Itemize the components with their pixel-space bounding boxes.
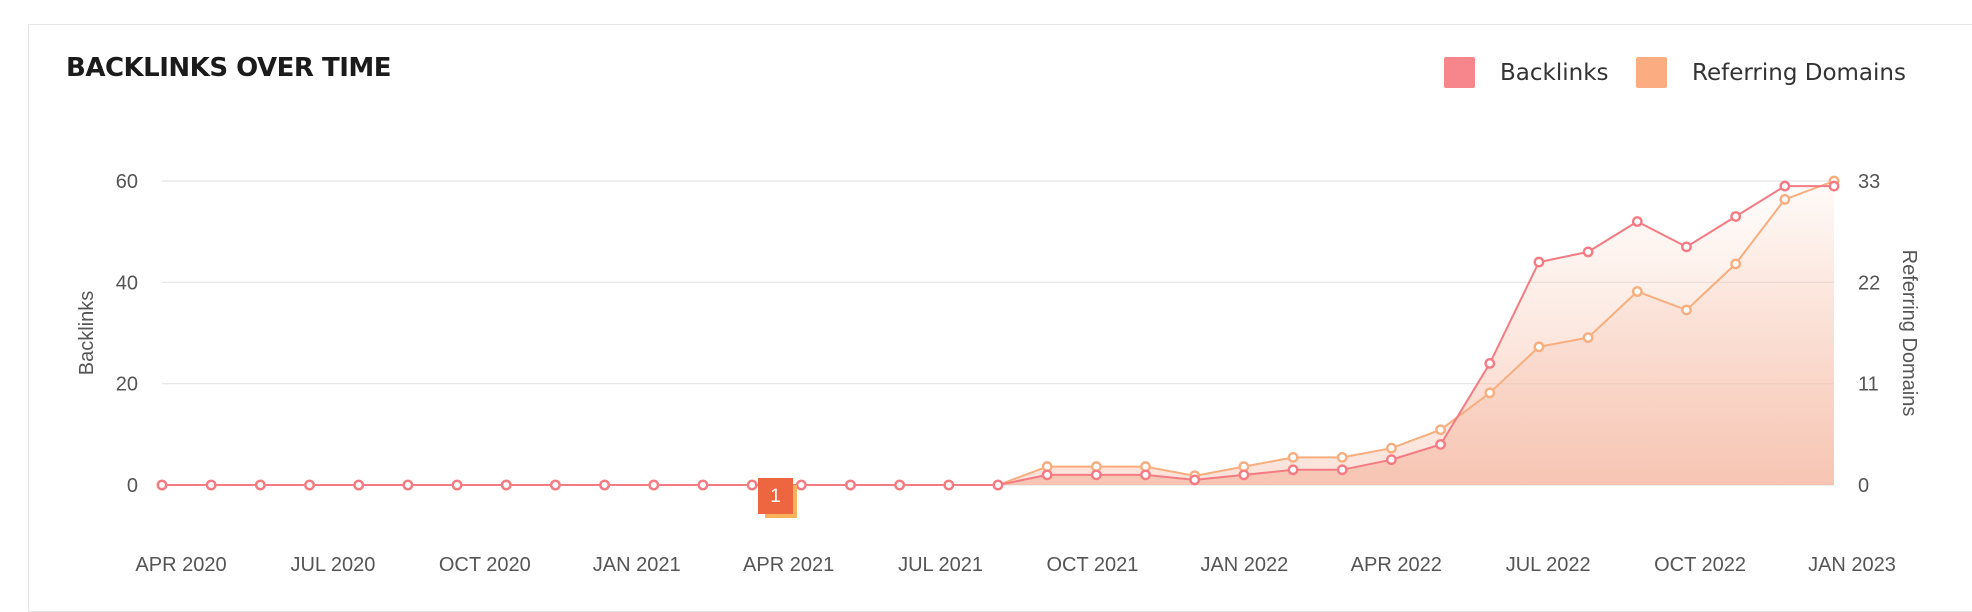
data-point[interactable] — [697, 479, 709, 491]
data-point[interactable] — [1386, 454, 1397, 466]
data-point[interactable] — [1435, 424, 1446, 436]
x-tick-label: JAN 2022 — [1200, 554, 1288, 576]
data-point[interactable] — [1140, 469, 1151, 481]
x-tick-label: OCT 2020 — [439, 554, 531, 576]
data-point[interactable] — [1681, 304, 1692, 316]
data-point[interactable] — [1386, 442, 1397, 454]
data-point[interactable] — [1238, 469, 1250, 481]
x-tick-label: OCT 2021 — [1047, 554, 1139, 576]
data-point[interactable] — [1189, 474, 1201, 486]
data-point[interactable] — [304, 479, 315, 491]
data-point[interactable] — [1041, 469, 1053, 481]
data-point[interactable] — [943, 479, 955, 491]
data-point[interactable] — [1828, 180, 1840, 192]
legend-item-referring-domains[interactable]: Referring Domains — [1636, 57, 1906, 88]
data-point[interactable] — [353, 479, 365, 491]
data-point[interactable] — [1435, 439, 1446, 450]
data-point[interactable] — [451, 479, 463, 491]
data-point[interactable] — [1533, 256, 1545, 268]
data-point[interactable] — [1287, 451, 1299, 463]
data-point[interactable] — [1582, 246, 1594, 258]
data-point[interactable] — [648, 479, 660, 491]
data-point[interactable] — [1631, 216, 1643, 227]
data-point[interactable] — [746, 479, 758, 491]
data-point[interactable] — [1779, 180, 1791, 192]
data-point[interactable] — [254, 479, 266, 491]
data-point[interactable] — [1533, 341, 1545, 353]
series-area — [162, 186, 1834, 485]
y-left-tick-label: 40 — [116, 272, 138, 294]
legend-label: Backlinks — [1500, 59, 1609, 86]
data-point[interactable] — [1779, 194, 1791, 205]
x-tick-label: OCT 2022 — [1654, 554, 1746, 576]
data-point[interactable] — [1090, 469, 1102, 481]
data-point[interactable] — [1287, 464, 1299, 476]
annotation-marker[interactable] — [758, 478, 793, 514]
legend-label: Referring Domains — [1692, 59, 1906, 86]
x-tick-label: APR 2021 — [743, 554, 834, 576]
y-right-tick-label: 22 — [1858, 272, 1880, 294]
data-point[interactable] — [1582, 332, 1594, 344]
backlinks-swatch — [1444, 57, 1475, 88]
y-left-tick-label: 20 — [116, 374, 138, 396]
x-tick-label: JUL 2021 — [898, 554, 983, 576]
data-point[interactable] — [1681, 241, 1692, 253]
x-tick-label: APR 2020 — [135, 554, 226, 576]
x-tick-label: JAN 2021 — [593, 554, 681, 576]
data-point[interactable] — [894, 479, 906, 491]
x-tick-label: APR 2022 — [1351, 554, 1442, 576]
y-right-tick-label: 33 — [1858, 171, 1880, 193]
y-left-tick-label: 0 — [127, 475, 138, 497]
y-right-axis-label: Referring Domains — [1898, 250, 1920, 417]
data-point[interactable] — [402, 479, 414, 491]
data-point[interactable] — [1484, 387, 1496, 399]
data-point[interactable] — [550, 479, 561, 491]
data-point[interactable] — [1631, 286, 1643, 297]
x-tick-label: JUL 2022 — [1506, 554, 1591, 576]
data-point[interactable] — [156, 479, 168, 491]
x-tick-label: JUL 2020 — [290, 554, 375, 576]
data-point[interactable] — [1730, 211, 1742, 222]
data-point[interactable] — [500, 479, 512, 491]
legend-item-backlinks[interactable]: Backlinks — [1444, 57, 1609, 88]
annotation-marker-label: 1 — [770, 486, 781, 507]
y-left-tick-label: 60 — [116, 171, 138, 193]
data-point[interactable] — [1336, 464, 1348, 476]
data-point[interactable] — [1484, 357, 1496, 369]
x-tick-label: JAN 2023 — [1808, 554, 1896, 576]
data-point[interactable] — [1336, 451, 1348, 463]
y-right-tick-label: 11 — [1858, 374, 1879, 396]
data-point[interactable] — [599, 479, 610, 491]
chart-title: BACKLINKS OVER TIME — [66, 53, 392, 83]
referring-domains-swatch — [1636, 57, 1667, 88]
data-point[interactable] — [845, 479, 856, 491]
data-point[interactable] — [992, 479, 1004, 491]
y-right-tick-label: 0 — [1858, 475, 1869, 497]
data-point[interactable] — [1730, 258, 1742, 270]
y-left-axis-label: Backlinks — [76, 291, 98, 375]
data-point[interactable] — [795, 479, 807, 491]
data-point[interactable] — [205, 479, 217, 491]
